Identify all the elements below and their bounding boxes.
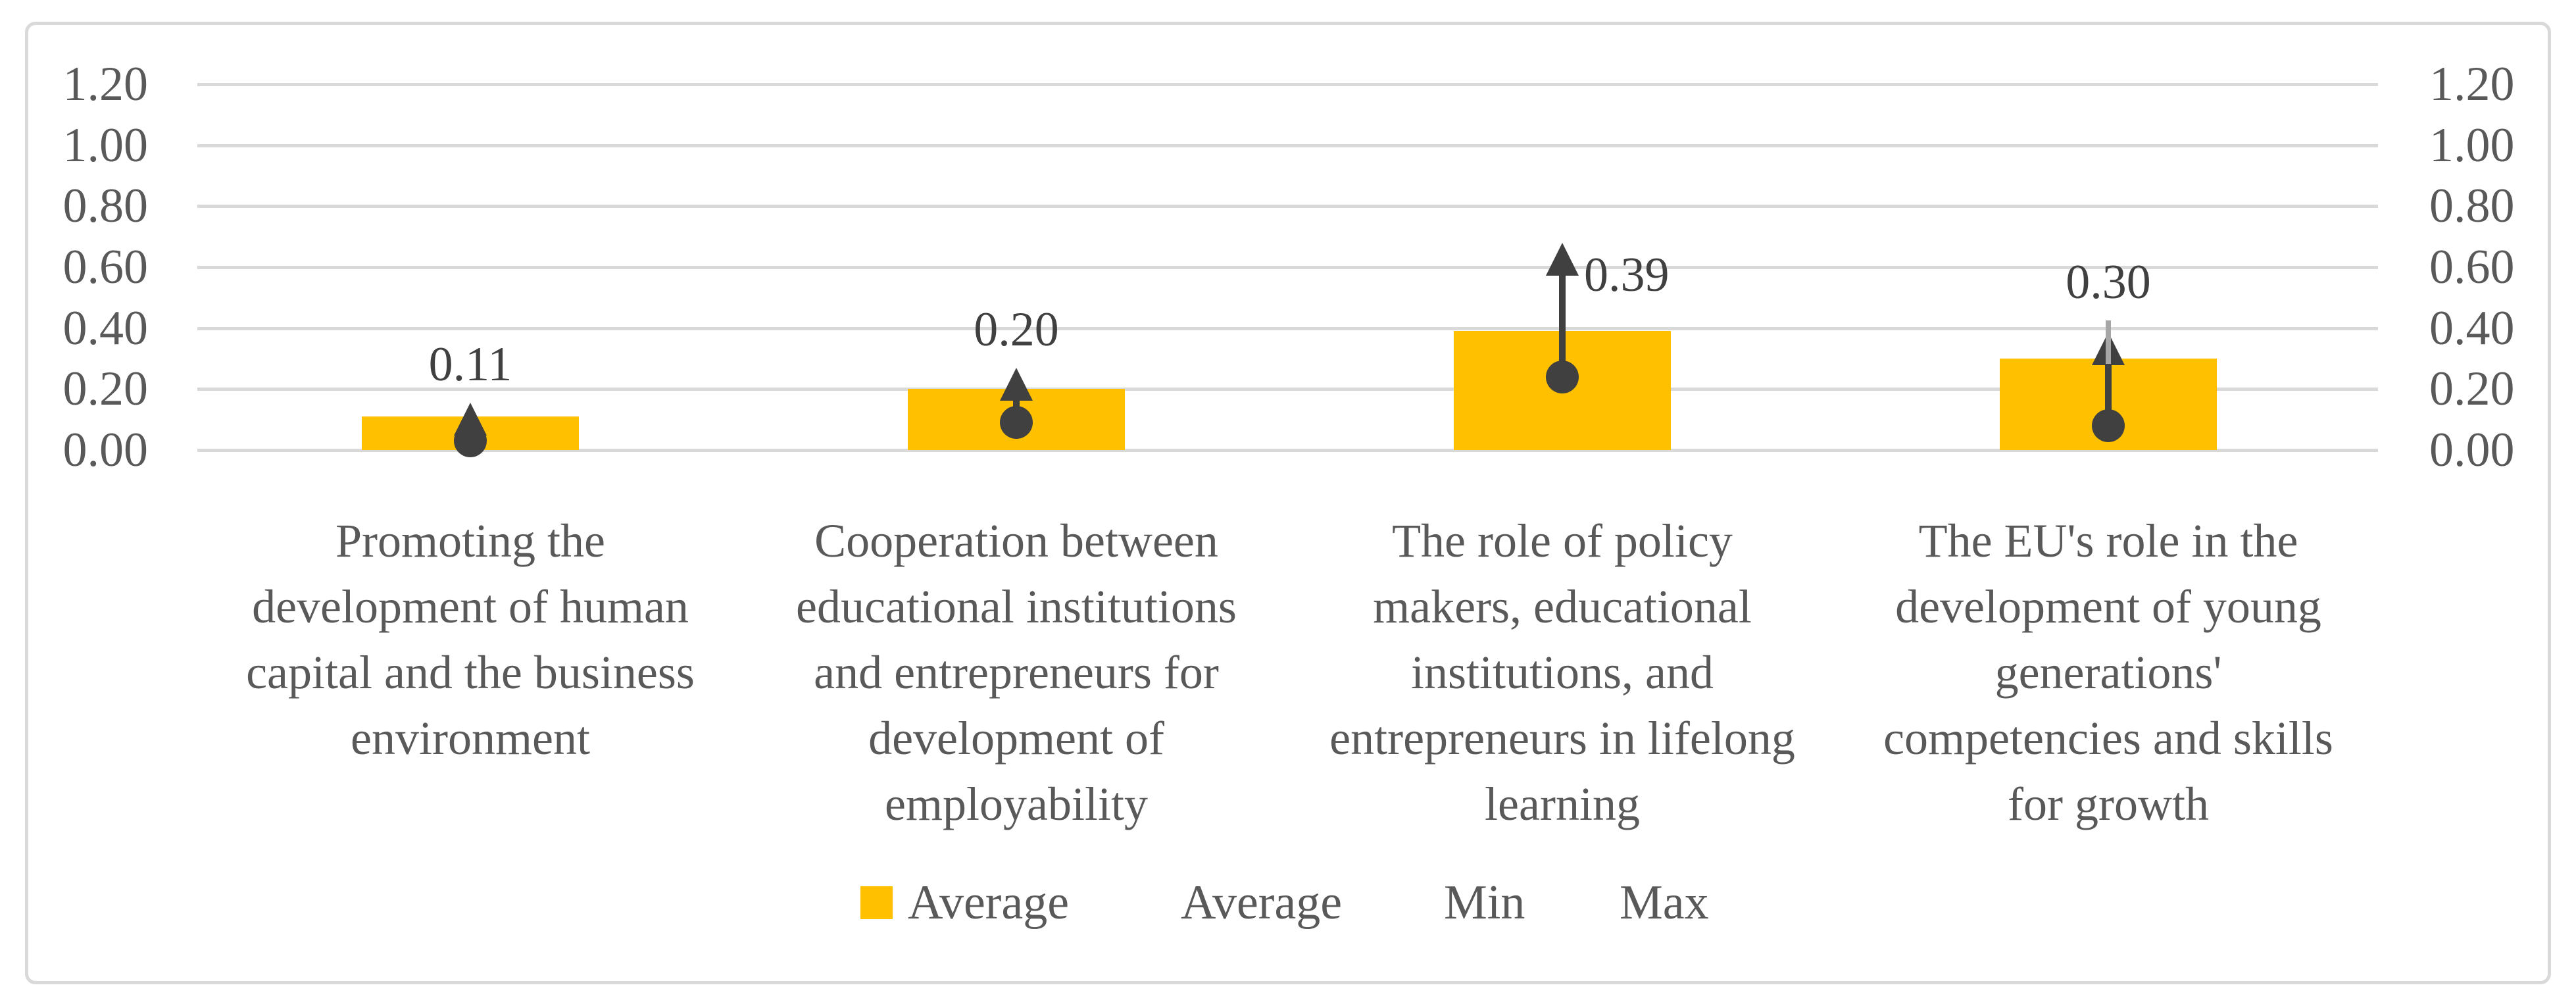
minmax-stem: [1559, 271, 1566, 377]
category-label: Promoting the development of human capit…: [246, 515, 695, 765]
y-gridline: [197, 388, 2378, 391]
y-axis-tick-right: 0.20: [2429, 362, 2515, 416]
data-label: 0.20: [974, 302, 1059, 357]
min-dot-icon: [454, 424, 487, 458]
y-axis-tick-right: 0.40: [2429, 301, 2515, 355]
category-label: Cooperation between educational institut…: [796, 515, 1237, 830]
y-gridline: [197, 266, 2378, 269]
y-axis-tick-right: 1.00: [2429, 118, 2515, 172]
min-dot-icon: [1546, 360, 1579, 393]
y-axis-tick-left: 0.60: [62, 240, 149, 294]
min-dot-icon: [2092, 409, 2125, 442]
category-label: The EU's role in the development of youn…: [1883, 515, 2333, 830]
y-gridline: [197, 83, 2378, 86]
y-gridline: [197, 449, 2378, 452]
y-gridline: [197, 326, 2378, 330]
y-axis-tick-left: 0.40: [62, 301, 149, 355]
max-arrow-icon: [1000, 367, 1033, 401]
max-arrow-icon: [1546, 242, 1579, 276]
y-axis-tick-left: 0.00: [62, 423, 149, 477]
y-axis-tick-left: 0.80: [62, 179, 149, 234]
y-axis-tick-right: 0.80: [2429, 179, 2515, 234]
y-axis-tick-right: 1.20: [2429, 57, 2515, 111]
category-label: The role of policy makers, educational i…: [1329, 515, 1795, 830]
min-dot-icon: [1000, 406, 1033, 440]
y-axis-tick-right: 0.00: [2429, 423, 2515, 477]
data-label: 0.11: [428, 338, 512, 392]
y-axis-tick-right: 0.60: [2429, 240, 2515, 294]
y-axis-tick-left: 0.20: [62, 362, 149, 416]
y-axis-tick-left: 1.00: [62, 118, 149, 172]
max-whisker: [2106, 320, 2111, 364]
chart-border: [25, 22, 2551, 984]
data-label: 0.30: [2066, 255, 2151, 310]
data-label: 0.39: [1584, 247, 1670, 302]
y-gridline: [197, 205, 2378, 209]
y-axis-tick-left: 1.20: [62, 57, 149, 111]
minmax-stem: [2105, 361, 2112, 426]
y-gridline: [197, 143, 2378, 147]
